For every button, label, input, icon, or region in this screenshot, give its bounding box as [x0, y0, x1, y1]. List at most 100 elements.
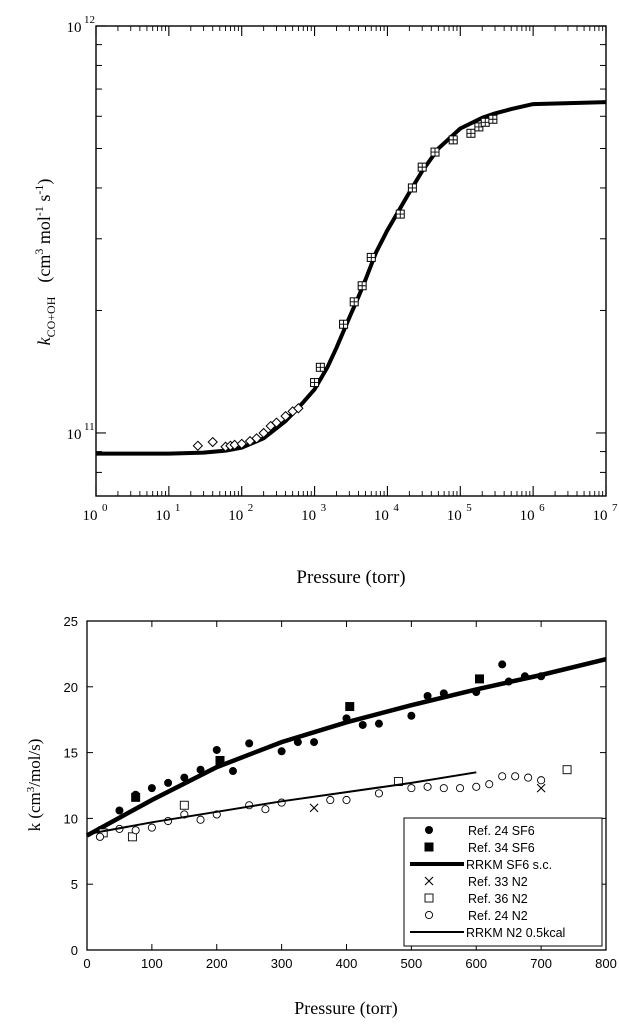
legend-label: Ref. 24 SF6	[468, 824, 535, 838]
marker-filled-circle	[407, 712, 415, 720]
legend-label: RRKM SF6 s.c.	[466, 858, 552, 872]
marker-filled-circle	[164, 779, 172, 787]
x-tick-label: 10	[520, 508, 535, 524]
x-tick-label-exponent: 4	[393, 502, 399, 514]
marker-open-circle	[343, 796, 350, 803]
y-axis-label-part: /mol/s)	[25, 739, 44, 787]
x-tick-label: 10	[301, 508, 316, 524]
x-tick-label-exponent: 1	[175, 502, 181, 514]
marker-filled-circle	[425, 826, 433, 834]
marker-open-circle	[473, 783, 480, 790]
x-tick-label: 500	[401, 956, 423, 971]
y-tick-label: 20	[64, 680, 78, 695]
marker-open-circle	[148, 824, 155, 831]
x-tick-label: 400	[336, 956, 358, 971]
marker-open-circle	[96, 833, 103, 840]
marker-open-circle	[408, 785, 415, 792]
legend-label: Ref. 36 N2	[468, 892, 528, 906]
x-tick-label: 10	[374, 508, 389, 524]
y-axis-ticks-top: 10111012	[67, 14, 607, 472]
marker-open-square	[425, 894, 433, 902]
marker-filled-circle	[310, 738, 318, 746]
y-axis-units-part: s	[34, 195, 54, 207]
y-tick-label: 25	[64, 614, 78, 629]
x-tick-label-exponent: 7	[612, 502, 618, 514]
marker-open-circle	[499, 773, 506, 780]
svg-text:kCO+OH(cm3 mol-1 s-1): kCO+OH(cm3 mol-1 s-1)	[32, 179, 58, 346]
legend-label: Ref. 33 N2	[468, 875, 528, 889]
marker-filled-square	[345, 702, 354, 711]
x-tick-label: 10	[593, 508, 608, 524]
marker-filled-circle	[278, 747, 286, 755]
chart-top: 100101102103104105106107 10111012 Pressu…	[32, 14, 618, 588]
marker-filled-circle	[245, 739, 253, 747]
data-point-diamond	[193, 441, 202, 450]
x-tick-label: 0	[83, 956, 90, 971]
y-tick-label-exponent: 12	[84, 14, 95, 26]
y-axis-label-subscript: CO+OH	[44, 296, 58, 337]
y-axis-units-part: -1	[32, 185, 46, 195]
x-tick-label-exponent: 2	[248, 502, 254, 514]
y-tick-label: 15	[64, 746, 78, 761]
plot-frame-top	[96, 26, 606, 496]
x-tick-label: 700	[530, 956, 552, 971]
marker-open-circle	[424, 783, 431, 790]
y-tick-label-exponent: 11	[84, 421, 95, 433]
marker-filled-square	[131, 793, 140, 802]
y-tick-label: 0	[71, 943, 78, 958]
marker-open-circle	[262, 806, 269, 813]
marker-open-circle	[456, 785, 463, 792]
marker-cross	[537, 784, 545, 792]
y-axis-units-part: )	[34, 179, 55, 185]
y-axis-label-bottom: k (cm3/mol/s)	[25, 739, 44, 832]
marker-filled-circle	[498, 660, 506, 668]
marker-open-circle	[375, 790, 382, 797]
x-tick-label: 200	[206, 956, 228, 971]
marker-filled-square	[475, 674, 484, 683]
marker-filled-circle	[115, 807, 123, 815]
marker-filled-circle	[229, 767, 237, 775]
marker-open-square	[180, 801, 188, 809]
marker-open-circle	[512, 773, 519, 780]
marker-open-circle	[440, 785, 447, 792]
rrkm-sf6-line	[87, 659, 606, 835]
marker-filled-circle	[359, 721, 367, 729]
marker-open-square	[563, 766, 571, 774]
x-tick-label: 800	[595, 956, 617, 971]
marker-open-circle	[197, 816, 204, 823]
y-tick-label: 10	[67, 20, 82, 36]
y-axis-label-top: kCO+OH(cm3 mol-1 s-1)	[32, 179, 58, 346]
marker-open-circle	[425, 911, 432, 918]
y-axis-label-part: k (cm	[25, 792, 44, 831]
marker-filled-circle	[148, 784, 156, 792]
x-axis-label-top: Pressure (torr)	[296, 567, 405, 588]
marker-filled-square	[425, 843, 434, 852]
marker-filled-circle	[375, 720, 383, 728]
y-tick-label: 10	[64, 811, 78, 826]
y-axis-label-units: (cm3 mol-1 s-1)	[32, 179, 55, 283]
x-tick-label-exponent: 0	[102, 502, 108, 514]
y-axis-units-part: (cm	[34, 255, 55, 283]
x-tick-label: 10	[155, 508, 170, 524]
legend-label: RRKM N2 0.5kcal	[466, 926, 565, 940]
data-point-diamond	[208, 438, 217, 447]
x-tick-label: 10	[228, 508, 243, 524]
x-tick-label-exponent: 3	[321, 502, 327, 514]
marker-open-circle	[538, 777, 545, 784]
x-tick-label: 100	[141, 956, 163, 971]
legend: Ref. 24 SF6Ref. 34 SF6RRKM SF6 s.c.Ref. …	[404, 818, 602, 946]
x-tick-label: 10	[83, 508, 98, 524]
marker-cross	[310, 804, 318, 812]
rrkm-fit-curve	[96, 102, 606, 454]
x-axis-label-bottom: Pressure (torr)	[294, 998, 397, 1019]
y-tick-label: 5	[71, 877, 78, 892]
marker-open-circle	[486, 781, 493, 788]
y-tick-label: 10	[67, 427, 82, 443]
y-axis-units-part: -1	[32, 206, 46, 216]
marker-filled-circle	[213, 746, 221, 754]
x-axis-ticks-top: 100101102103104105106107	[83, 26, 619, 524]
x-tick-label: 300	[271, 956, 293, 971]
x-tick-label: 600	[465, 956, 487, 971]
marker-open-circle	[132, 827, 139, 834]
